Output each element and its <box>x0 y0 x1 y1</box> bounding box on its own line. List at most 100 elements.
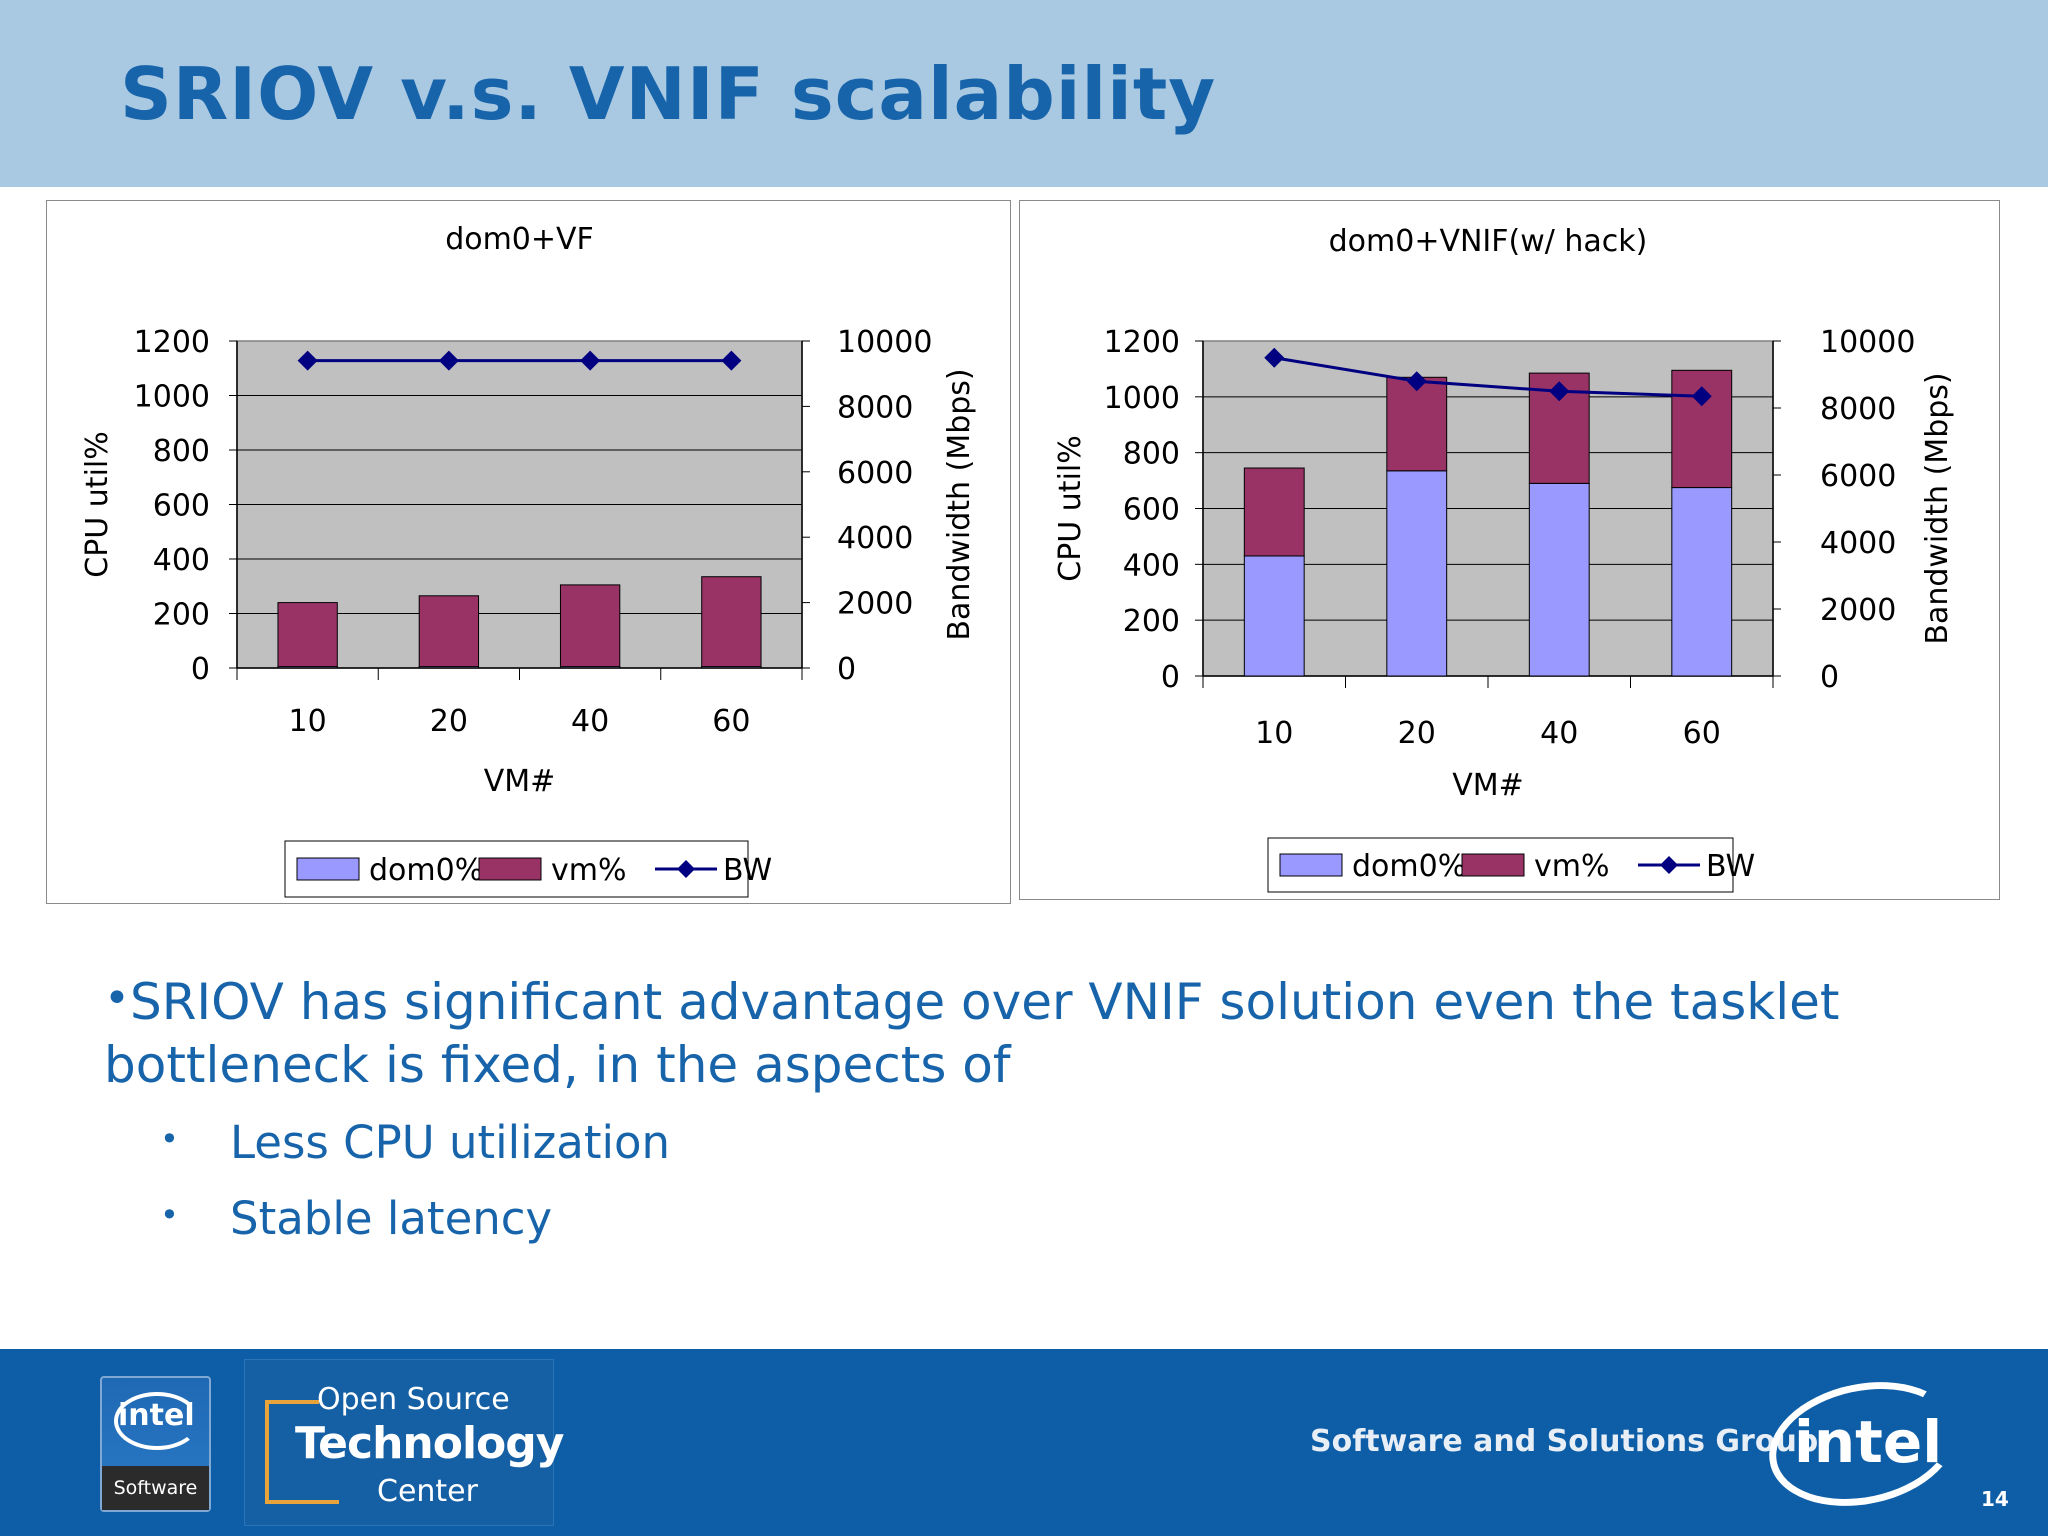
logo-wordmark: intel <box>118 1398 195 1433</box>
x-tick-label: 40 <box>1540 716 1578 751</box>
main-bullet: •SRIOV has significant advantage over VN… <box>104 972 1964 1095</box>
chart-title: dom0+VF <box>445 222 594 257</box>
legend-marker <box>677 860 695 878</box>
x-tick-label: 10 <box>1255 716 1293 751</box>
y2-tick-label: 4000 <box>837 521 913 556</box>
legend-marker <box>1660 856 1678 874</box>
y-tick-label: 1000 <box>134 380 210 415</box>
bw-point <box>297 350 318 371</box>
logo-line: Technology <box>295 1418 564 1469</box>
chart-svg: dom0+VF 0 200 400 600 800 1000 1200 0 2000 4000 600… <box>80 222 977 898</box>
y2-tick-label: 6000 <box>1820 459 1896 494</box>
x-tick-label: 60 <box>712 704 750 739</box>
legend-label: BW <box>1706 849 1755 884</box>
sub-bullet-text: Stable latency <box>230 1192 553 1245</box>
y-tick-label: 400 <box>153 543 210 578</box>
y-tick-label: 0 <box>191 652 210 687</box>
page-number: 14 <box>1981 1487 2009 1511</box>
title-band <box>0 0 2048 187</box>
bullet-dot: • <box>160 1120 179 1158</box>
bw-point <box>438 350 459 371</box>
y-tick-label: 1200 <box>134 325 210 360</box>
legend-swatch <box>1279 853 1343 877</box>
y2-tick-label: 2000 <box>1820 593 1896 628</box>
logo-subtitle: Software <box>102 1466 209 1510</box>
y2-tick-label: 6000 <box>837 456 913 491</box>
y2-axis-label: Bandwidth (Mbps) <box>942 368 977 640</box>
logo-line: Open Source <box>317 1382 510 1417</box>
logo-bracket <box>265 1400 319 1474</box>
y2-tick-label: 8000 <box>1820 392 1896 427</box>
x-tick-label: 60 <box>1683 716 1721 751</box>
y-tick-label: 200 <box>1123 604 1180 639</box>
legend-swatch <box>1461 853 1525 877</box>
bw-point <box>1691 386 1712 407</box>
y-tick-label: 800 <box>1123 437 1180 472</box>
x-tick-label: 40 <box>571 704 609 739</box>
y-axis-label: CPU util% <box>80 431 115 577</box>
y2-tick-label: 0 <box>1820 660 1839 695</box>
sub-bullet-text: Less CPU utilization <box>230 1116 671 1169</box>
x-tick-label: 20 <box>430 704 468 739</box>
y-tick-label: 800 <box>153 434 210 469</box>
bar-vm <box>1243 467 1305 557</box>
slide-title: SRIOV v.s. VNIF scalability <box>120 52 1217 136</box>
y-axis-label: CPU util% <box>1053 435 1088 581</box>
bullet-dot: • <box>104 973 130 1024</box>
chart-dom0-vnif: dom0+VNIF(w/ hack) 0 200 400 600 800 1000 1200 0… <box>1019 200 2000 900</box>
main-bullet-text: SRIOV has significant advantage over VNI… <box>104 973 1840 1094</box>
bar-dom0 <box>1671 487 1733 677</box>
open-source-technology-center-logo: Open Source Technology Center <box>244 1359 564 1526</box>
group-name: Software and Solutions Group <box>1310 1424 1819 1459</box>
sub-bullet-less-cpu: • Less CPU utilization <box>160 1116 670 1169</box>
x-axis-label: VM# <box>1452 768 1524 803</box>
bw-line <box>1274 356 1702 398</box>
legend-label: dom0% <box>369 853 483 888</box>
bw-point <box>1549 381 1570 402</box>
legend-swatch <box>478 857 542 881</box>
x-tick-label: 10 <box>289 704 327 739</box>
legend-label: vm% <box>1534 849 1609 884</box>
y2-tick-label: 0 <box>837 652 856 687</box>
bw-point <box>1264 347 1285 368</box>
y-tick-label: 1200 <box>1104 325 1180 360</box>
y2-tick-label: 4000 <box>1820 526 1896 561</box>
legend-label: dom0% <box>1352 849 1466 884</box>
chart-title: dom0+VNIF(w/ hack) <box>1329 224 1648 259</box>
y-tick-label: 200 <box>153 598 210 633</box>
bar-vm <box>277 602 338 668</box>
bar-vm <box>1386 376 1448 472</box>
legend-label: BW <box>723 853 772 888</box>
y-tick-label: 400 <box>1123 548 1180 583</box>
bar-dom0 <box>1243 555 1305 677</box>
y2-tick-label: 8000 <box>837 390 913 425</box>
y-tick-label: 600 <box>1123 493 1180 528</box>
y2-tick-label: 10000 <box>837 325 932 360</box>
bar-dom0 <box>1386 470 1448 677</box>
chart-svg: dom0+VNIF(w/ hack) 0 200 400 600 800 1000 1200 0… <box>1053 224 1955 893</box>
y-tick-label: 1000 <box>1104 381 1180 416</box>
sub-bullet-stable-latency: • Stable latency <box>160 1192 552 1245</box>
bw-point <box>580 350 601 371</box>
intel-logo: intel <box>1757 1365 1969 1523</box>
bullet-dot: • <box>160 1196 179 1234</box>
logo-line: Center <box>377 1474 478 1509</box>
x-tick-label: 20 <box>1398 716 1436 751</box>
bar-vm <box>418 595 480 668</box>
legend-label: vm% <box>551 853 626 888</box>
chart-dom0-vf: dom0+VF 0 200 400 600 800 1000 1200 0 2000 4000 600… <box>46 200 1011 904</box>
y2-tick-label: 10000 <box>1820 325 1915 360</box>
y-tick-label: 0 <box>1161 660 1180 695</box>
logo-wordmark: intel <box>1794 1408 1943 1476</box>
y-tick-label: 600 <box>153 489 210 524</box>
bw-point <box>721 350 742 371</box>
logo-bracket <box>265 1470 339 1504</box>
legend-swatch <box>296 857 360 881</box>
logo-swirl <box>114 1392 200 1450</box>
bar-dom0 <box>1528 482 1590 677</box>
bw-point <box>1406 371 1427 392</box>
y2-axis-label: Bandwidth (Mbps) <box>1920 372 1955 644</box>
bar-vm <box>701 576 762 668</box>
bar-vm <box>559 584 621 668</box>
x-axis-label: VM# <box>484 764 556 799</box>
